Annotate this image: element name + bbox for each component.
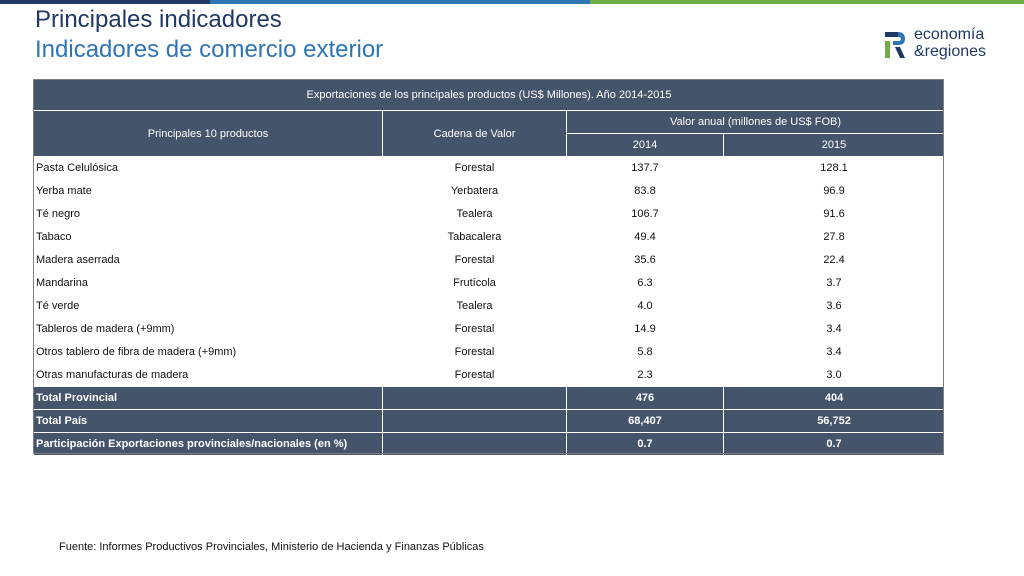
- cell-product: Té negro: [33, 202, 383, 226]
- table-row: Té verde Tealera 4.0 3.6: [33, 294, 946, 318]
- topbar-segment-4: [590, 0, 1024, 4]
- cell-2014: 14.9: [566, 317, 724, 341]
- header-chain: Cadena de Valor: [382, 110, 567, 157]
- cell-chain: Tealera: [382, 294, 567, 318]
- cell-2014: 4.0: [566, 294, 724, 318]
- cell-chain: Forestal: [382, 156, 567, 180]
- cell-product: Mandarina: [33, 271, 383, 295]
- logo-line-2: &regiones: [914, 43, 987, 60]
- total-2014: 476: [566, 386, 724, 410]
- cell-2014: 83.8: [566, 179, 724, 203]
- cell-2015: 128.1: [722, 156, 946, 180]
- header-year-2015: 2015: [722, 133, 946, 157]
- cell-2014: 6.3: [566, 271, 724, 295]
- total-2015: 0.7: [722, 432, 946, 456]
- cell-product: Tabaco: [33, 225, 383, 249]
- table-row: Otros tablero de fibra de madera (+9mm) F…: [33, 340, 946, 364]
- cell-2014: 49.4: [566, 225, 724, 249]
- cell-product: Otras manufacturas de madera: [33, 363, 383, 387]
- header-year-2014: 2014: [566, 133, 724, 157]
- cell-chain: Forestal: [382, 248, 567, 272]
- table-row: Tableros de madera (+9mm) Forestal 14.9 3.4: [33, 317, 946, 341]
- total-row: Total País 68,407 56,752: [33, 409, 946, 433]
- page-subtitle: Indicadores de comercio exterior: [35, 36, 384, 63]
- table-row: Pasta Celulósica Forestal 137.7 128.1: [33, 156, 946, 180]
- total-2015: 56,752: [722, 409, 946, 433]
- total-2014: 68,407: [566, 409, 724, 433]
- cell-product: Tableros de madera (+9mm): [33, 317, 383, 341]
- cell-chain: Forestal: [382, 340, 567, 364]
- cell-2015: 22.4: [722, 248, 946, 272]
- total-2014: 0.7: [566, 432, 724, 456]
- cell-2015: 91.6: [722, 202, 946, 226]
- logo-line-1: economía: [914, 26, 985, 43]
- total-empty-cell: [382, 409, 567, 433]
- total-row: Participación Exportaciones provinciales…: [33, 432, 946, 456]
- cell-2015: 96.9: [722, 179, 946, 203]
- top-color-bar: [0, 0, 1024, 4]
- table-caption: Exportaciones de los principales product…: [32, 79, 946, 111]
- total-row: Total Provincial 476 404: [33, 386, 946, 410]
- table-body: Pasta Celulósica Forestal 137.7 128.1 Yerba …: [33, 156, 946, 387]
- cell-product: Pasta Celulósica: [33, 156, 383, 180]
- total-empty-cell: [382, 432, 567, 456]
- cell-2014: 2.3: [566, 363, 724, 387]
- topbar-segment-2: [210, 0, 590, 4]
- total-label: Participación Exportaciones provinciales…: [33, 432, 383, 456]
- cell-product: Otros tablero de fibra de madera (+9mm): [33, 340, 383, 364]
- logo-text: economía &regiones: [914, 26, 986, 60]
- table-row: Mandarina Frutícola 6.3 3.7: [33, 271, 946, 295]
- cell-2014: 5.8: [566, 340, 724, 364]
- table-row: Té negro Tealera 106.7 91.6: [33, 202, 946, 226]
- total-2015: 404: [722, 386, 946, 410]
- table-row: Madera aserrada Forestal 35.6 22.4: [33, 248, 946, 272]
- total-label: Total País: [33, 409, 383, 433]
- cell-2014: 106.7: [566, 202, 724, 226]
- table-row: Tabaco Tabacalera 49.4 27.8: [33, 225, 946, 249]
- cell-chain: Tabacalera: [382, 225, 567, 249]
- cell-chain: Forestal: [382, 363, 567, 387]
- cell-product: Té verde: [33, 294, 383, 318]
- logo: economía &regiones: [884, 26, 1004, 62]
- cell-2015: 3.0: [722, 363, 946, 387]
- source-note: Fuente: Informes Productivos Provinciale…: [59, 541, 484, 553]
- topbar-segment-1: [0, 0, 210, 4]
- table-totals: Total Provincial 476 404 Total País 68,407 56…: [33, 386, 946, 456]
- cell-2015: 3.4: [722, 317, 946, 341]
- header-product: Principales 10 productos: [33, 110, 383, 157]
- cell-chain: Yerbatera: [382, 179, 567, 203]
- cell-chain: Tealera: [382, 202, 567, 226]
- total-label: Total Provincial: [33, 386, 383, 410]
- total-empty-cell: [382, 386, 567, 410]
- cell-2014: 137.7: [566, 156, 724, 180]
- cell-product: Madera aserrada: [33, 248, 383, 272]
- page-title: Principales indicadores: [35, 6, 282, 33]
- cell-2015: 27.8: [722, 225, 946, 249]
- cell-product: Yerba mate: [33, 179, 383, 203]
- cell-2015: 3.7: [722, 271, 946, 295]
- cell-2014: 35.6: [566, 248, 724, 272]
- logo-mark-icon: [885, 32, 905, 58]
- cell-chain: Frutícola: [382, 271, 567, 295]
- cell-chain: Forestal: [382, 317, 567, 341]
- header-value-group: Valor anual (millones de US$ FOB): [565, 110, 946, 134]
- exports-table: Exportaciones de los principales product…: [32, 79, 946, 456]
- cell-2015: 3.4: [722, 340, 946, 364]
- cell-2015: 3.6: [722, 294, 946, 318]
- table-row: Otras manufacturas de madera Forestal 2.3 3…: [33, 363, 946, 387]
- table-row: Yerba mate Yerbatera 83.8 96.9: [33, 179, 946, 203]
